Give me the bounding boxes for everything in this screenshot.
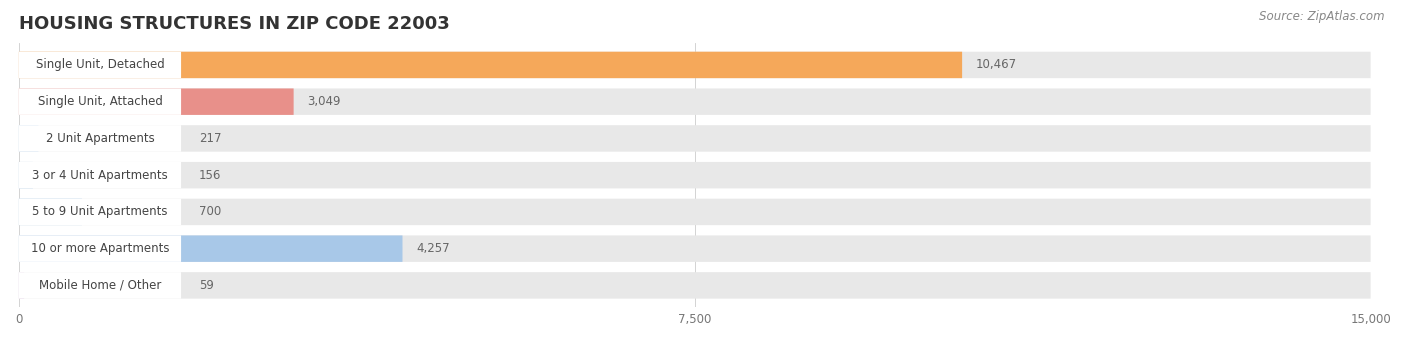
- FancyBboxPatch shape: [18, 235, 181, 262]
- Text: 3 or 4 Unit Apartments: 3 or 4 Unit Apartments: [32, 169, 167, 182]
- FancyBboxPatch shape: [18, 272, 181, 299]
- Text: Mobile Home / Other: Mobile Home / Other: [39, 279, 162, 292]
- FancyBboxPatch shape: [18, 125, 38, 152]
- Text: Single Unit, Detached: Single Unit, Detached: [35, 58, 165, 71]
- Text: 59: 59: [200, 279, 214, 292]
- FancyBboxPatch shape: [18, 235, 1371, 262]
- Text: 2 Unit Apartments: 2 Unit Apartments: [45, 132, 155, 145]
- FancyBboxPatch shape: [18, 235, 402, 262]
- Text: 5 to 9 Unit Apartments: 5 to 9 Unit Apartments: [32, 205, 167, 218]
- FancyBboxPatch shape: [18, 88, 181, 115]
- FancyBboxPatch shape: [18, 125, 1371, 152]
- Text: 10,467: 10,467: [976, 58, 1017, 71]
- FancyBboxPatch shape: [18, 272, 24, 299]
- Text: 156: 156: [200, 169, 222, 182]
- Text: 217: 217: [200, 132, 222, 145]
- Text: HOUSING STRUCTURES IN ZIP CODE 22003: HOUSING STRUCTURES IN ZIP CODE 22003: [18, 15, 450, 33]
- Text: 10 or more Apartments: 10 or more Apartments: [31, 242, 169, 255]
- FancyBboxPatch shape: [18, 199, 82, 225]
- FancyBboxPatch shape: [18, 272, 1371, 299]
- FancyBboxPatch shape: [18, 88, 294, 115]
- Text: 700: 700: [200, 205, 221, 218]
- FancyBboxPatch shape: [18, 52, 181, 78]
- FancyBboxPatch shape: [18, 125, 181, 152]
- FancyBboxPatch shape: [18, 52, 962, 78]
- FancyBboxPatch shape: [18, 162, 32, 188]
- Text: 4,257: 4,257: [416, 242, 450, 255]
- Text: Source: ZipAtlas.com: Source: ZipAtlas.com: [1260, 10, 1385, 23]
- FancyBboxPatch shape: [18, 162, 1371, 188]
- FancyBboxPatch shape: [18, 162, 181, 188]
- Text: Single Unit, Attached: Single Unit, Attached: [38, 95, 163, 108]
- Text: 3,049: 3,049: [307, 95, 340, 108]
- FancyBboxPatch shape: [18, 88, 1371, 115]
- FancyBboxPatch shape: [18, 52, 1371, 78]
- FancyBboxPatch shape: [18, 199, 1371, 225]
- FancyBboxPatch shape: [18, 199, 181, 225]
